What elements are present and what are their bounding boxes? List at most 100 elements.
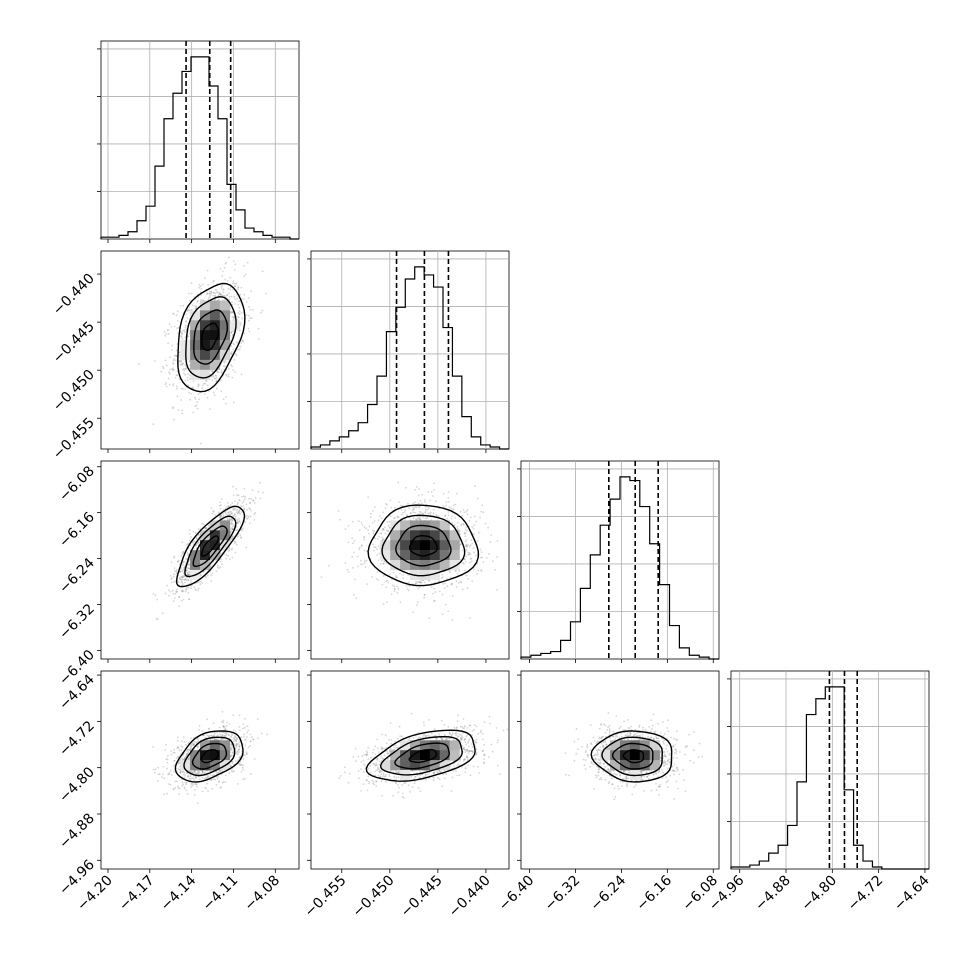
sample-point [437, 515, 440, 518]
sample-point [191, 771, 194, 774]
sample-point [430, 511, 432, 514]
sample-point [382, 562, 385, 565]
sample-point [195, 536, 198, 539]
sample-point [188, 749, 191, 751]
sample-point [230, 754, 233, 756]
sample-point [173, 567, 176, 569]
sample-point [185, 557, 187, 560]
sample-point [236, 508, 239, 511]
sample-point [230, 345, 233, 348]
sample-point [403, 511, 406, 513]
sample-point [180, 361, 183, 363]
sample-point [181, 784, 184, 787]
sample-point [452, 504, 455, 507]
sample-point [174, 376, 177, 379]
sample-point [180, 399, 183, 401]
sample-point [173, 325, 176, 328]
sample-point [189, 748, 192, 750]
density-cell [400, 550, 411, 561]
sample-point [219, 517, 222, 519]
density-cell [410, 540, 421, 551]
sample-point [180, 581, 183, 583]
density-cell [390, 550, 401, 561]
sample-point [233, 269, 236, 271]
sample-point [210, 580, 213, 583]
sample-point [157, 766, 160, 769]
sample-point [242, 265, 245, 267]
sample-point [186, 749, 189, 752]
sample-point [338, 518, 341, 521]
sample-point [162, 367, 165, 370]
sample-point [233, 507, 236, 510]
sample-point [236, 503, 239, 505]
sample-point [396, 576, 399, 579]
sample-point [463, 558, 466, 561]
sample-point [238, 348, 241, 351]
sample-point [365, 550, 368, 553]
sample-point [175, 349, 178, 352]
sample-point [154, 771, 156, 774]
sample-point [176, 327, 178, 329]
sample-point [380, 562, 382, 565]
sample-point [225, 396, 227, 398]
sample-point [230, 749, 232, 752]
sample-point [229, 735, 232, 737]
sample-point [178, 360, 181, 363]
density-cell [439, 550, 450, 561]
sample-point [220, 285, 223, 288]
sample-point [243, 507, 246, 510]
sample-point [182, 329, 185, 332]
sample-point [178, 360, 181, 363]
sample-point [402, 577, 404, 580]
sample-point [220, 738, 223, 740]
sample-point [386, 579, 389, 582]
sample-point [216, 370, 219, 373]
sample-point [197, 393, 200, 396]
sample-point [234, 739, 237, 741]
sample-point [207, 775, 210, 778]
sample-point [419, 500, 422, 502]
sample-point [246, 509, 249, 511]
sample-point [240, 504, 243, 507]
sample-point [229, 504, 232, 506]
sample-point [155, 617, 158, 620]
sample-point [442, 583, 444, 585]
sample-point [229, 754, 232, 757]
sample-point [187, 563, 190, 565]
sample-point [465, 545, 467, 548]
sample-point [212, 294, 215, 297]
sample-point [207, 297, 210, 299]
sample-point [347, 571, 350, 573]
density-cell [439, 540, 450, 551]
sample-point [466, 587, 469, 590]
sample-point [219, 515, 222, 518]
sample-point [183, 574, 186, 577]
sample-point [204, 382, 207, 385]
sample-point [230, 530, 233, 533]
sample-point [238, 748, 241, 751]
sample-point [234, 738, 237, 741]
sample-point [230, 736, 233, 738]
sample-point [224, 781, 227, 783]
sample-point [213, 774, 215, 776]
sample-point [372, 510, 374, 512]
sample-point [228, 550, 230, 552]
sample-point [473, 568, 475, 571]
sample-point [416, 581, 419, 583]
sample-point [451, 619, 454, 621]
sample-point [450, 517, 453, 520]
sample-point [219, 566, 222, 568]
sample-point [164, 359, 167, 362]
sample-point [435, 514, 437, 516]
sample-point [242, 340, 245, 343]
sample-point [202, 523, 205, 526]
sample-point [238, 509, 241, 512]
sample-point [166, 364, 168, 367]
sample-point [234, 517, 237, 520]
sample-point [205, 293, 208, 296]
sample-point [464, 528, 467, 531]
sample-point [372, 529, 374, 532]
sample-point [218, 731, 221, 734]
sample-point [236, 519, 239, 522]
sample-point [230, 352, 233, 355]
